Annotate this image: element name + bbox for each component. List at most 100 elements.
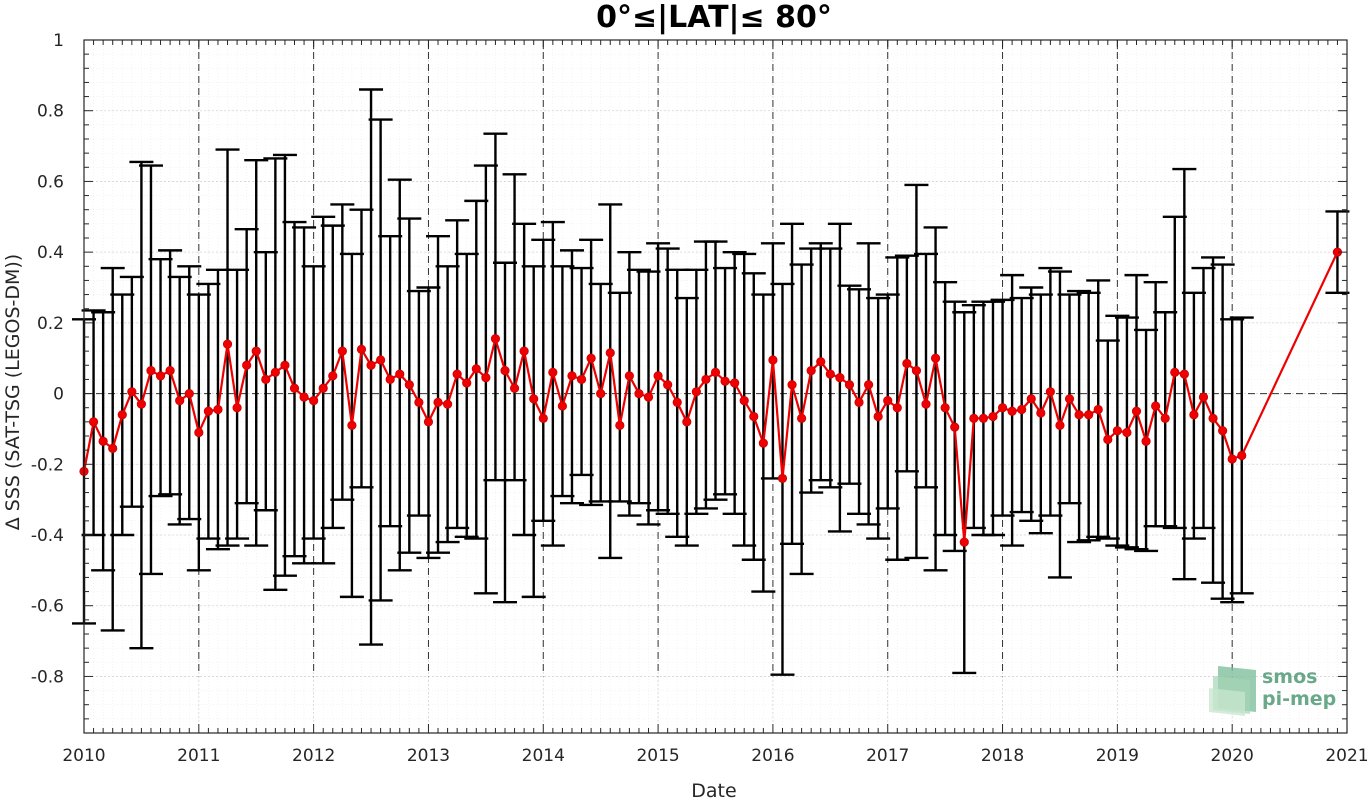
data-point <box>481 373 491 383</box>
data-point <box>902 358 912 369</box>
data-point <box>289 383 300 393</box>
data-point <box>376 355 386 365</box>
data-point <box>385 374 395 385</box>
data-point <box>749 411 759 422</box>
data-point <box>691 387 701 397</box>
data-point <box>576 374 587 385</box>
data-point <box>251 346 261 356</box>
data-point <box>844 380 855 390</box>
data-point <box>108 443 118 453</box>
data-point <box>1227 454 1237 464</box>
error-bar <box>426 235 451 554</box>
data-point <box>835 373 845 383</box>
data-point <box>184 388 194 399</box>
y-tick-label: 0.8 <box>37 102 64 122</box>
data-point <box>634 388 644 399</box>
data-point <box>596 388 606 399</box>
error-bar <box>626 268 651 505</box>
data-point <box>529 394 539 404</box>
data-point <box>1007 406 1017 416</box>
data-point <box>1141 436 1151 446</box>
x-tick-label: 2019 <box>1096 746 1139 766</box>
data-point <box>1074 410 1084 420</box>
data-point <box>242 360 252 370</box>
error-bar <box>914 252 938 489</box>
data-point <box>98 436 108 446</box>
data-point <box>806 365 816 376</box>
x-tick-label: 2015 <box>636 746 679 766</box>
y-axis-label: Δ SSS (SAT-TSG (LEGOS-DM)) <box>2 254 24 530</box>
data-point <box>88 417 99 427</box>
data-point <box>615 420 625 430</box>
series-markers <box>79 247 1343 547</box>
data-point <box>567 371 577 381</box>
y-tick-label: 0.4 <box>37 243 64 263</box>
data-point <box>213 404 223 415</box>
error-bar <box>617 250 642 517</box>
data-point <box>959 537 969 547</box>
data-point <box>328 371 338 381</box>
logo-text-bottom: pi-mep <box>1262 688 1336 710</box>
y-tick-label: -0.8 <box>31 667 64 687</box>
data-point <box>347 420 357 430</box>
data-point <box>787 380 797 390</box>
data-point <box>146 365 156 376</box>
data-point <box>509 383 520 393</box>
error-bar <box>607 291 632 503</box>
data-point <box>854 397 864 408</box>
data-point <box>873 411 883 422</box>
data-point <box>519 346 529 356</box>
error-bar <box>512 222 537 537</box>
x-tick-label: 2012 <box>292 746 335 766</box>
data-point <box>1122 427 1132 438</box>
smos-pi-mep-logo: smos pi-mep <box>1209 666 1336 716</box>
error-bar <box>598 203 623 560</box>
data-point <box>222 339 233 349</box>
error-bar <box>493 261 517 604</box>
data-point <box>653 371 663 381</box>
data-point <box>797 413 807 423</box>
data-point <box>710 367 721 377</box>
data-point <box>758 438 768 448</box>
x-tick-label: 2014 <box>522 746 565 766</box>
data-point <box>1026 394 1036 404</box>
data-point <box>490 334 501 344</box>
data-point <box>1112 426 1122 436</box>
data-point <box>950 422 960 432</box>
data-point <box>701 374 711 385</box>
data-point <box>911 365 922 376</box>
x-tick-label: 2021 <box>1325 746 1368 766</box>
y-axis-ticks: 1 0.8 0.6 0.4 0.2 0 -0.2 -0.4 -0.6 -0.8 <box>31 31 1347 734</box>
data-point <box>414 397 424 408</box>
data-point <box>395 369 405 379</box>
x-tick-label: 2018 <box>981 746 1024 766</box>
error-bar <box>923 226 948 572</box>
data-point <box>270 367 280 377</box>
data-point <box>1237 450 1247 461</box>
data-point <box>921 399 931 409</box>
data-point <box>127 387 137 397</box>
data-point <box>471 364 481 374</box>
data-point <box>930 353 941 363</box>
data-point <box>1208 413 1218 423</box>
data-point <box>318 383 328 393</box>
error-bar <box>531 238 556 523</box>
data-point <box>825 369 835 379</box>
data-point <box>165 365 175 376</box>
data-point <box>940 403 950 413</box>
data-point <box>538 413 548 423</box>
data-point <box>863 380 874 390</box>
error-bar <box>818 247 843 489</box>
data-point <box>442 399 453 409</box>
data-point <box>117 410 127 420</box>
data-point <box>892 403 902 413</box>
data-point <box>356 344 367 354</box>
data-point <box>1036 408 1046 418</box>
data-point <box>730 378 740 388</box>
data-point <box>997 403 1008 413</box>
data-point <box>739 396 749 406</box>
data-point <box>404 380 414 390</box>
data-point <box>548 367 558 377</box>
data-point <box>1160 413 1170 423</box>
